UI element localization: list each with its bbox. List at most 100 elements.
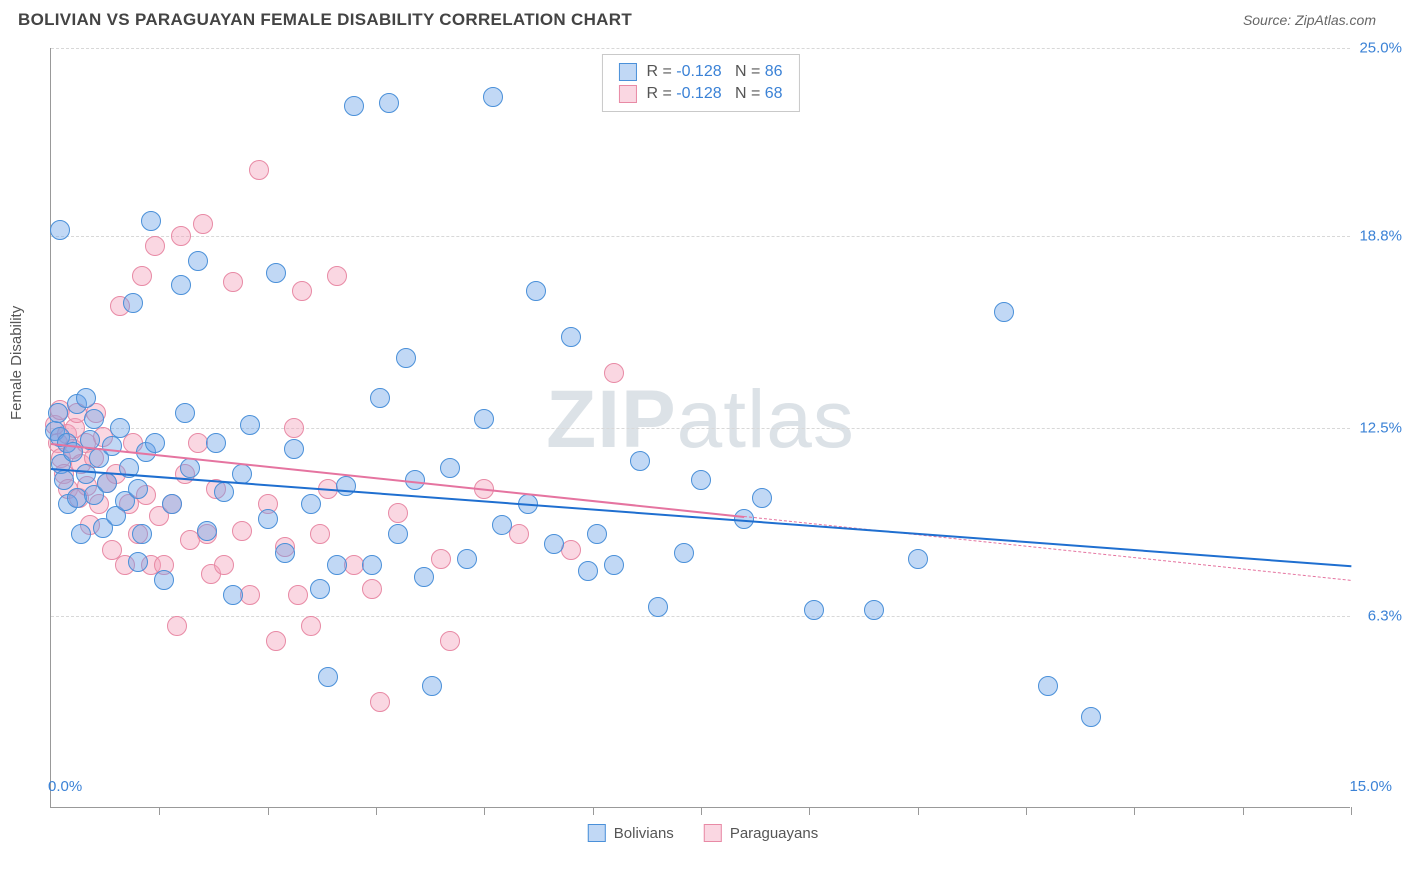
data-point-bolivian <box>526 281 546 301</box>
data-point-bolivian <box>54 470 74 490</box>
data-point-paraguayan <box>193 214 213 234</box>
legend-stat: R = -0.128 N = 68 <box>646 85 782 103</box>
x-tick <box>918 807 919 815</box>
data-point-bolivian <box>379 93 399 113</box>
data-point-bolivian <box>804 600 824 620</box>
correlation-legend: R = -0.128 N = 86 R = -0.128 N = 68 <box>601 54 799 112</box>
data-point-paraguayan <box>167 616 187 636</box>
legend-row: R = -0.128 N = 86 <box>618 61 782 83</box>
data-point-bolivian <box>197 521 217 541</box>
swatch-pink-icon <box>704 824 722 842</box>
legend-label: Bolivians <box>614 825 674 842</box>
data-point-bolivian <box>232 464 252 484</box>
data-point-paraguayan <box>431 549 451 569</box>
data-point-paraguayan <box>310 524 330 544</box>
data-point-paraguayan <box>327 266 347 286</box>
data-point-bolivian <box>132 524 152 544</box>
x-tick <box>593 807 594 815</box>
data-point-bolivian <box>123 293 143 313</box>
data-point-bolivian <box>128 552 148 572</box>
data-point-paraguayan <box>292 281 312 301</box>
series-legend: Bolivians Paraguayans <box>588 824 818 842</box>
data-point-bolivian <box>388 524 408 544</box>
data-point-bolivian <box>414 567 434 587</box>
x-tick <box>1351 807 1352 815</box>
data-point-bolivian <box>141 211 161 231</box>
data-point-bolivian <box>97 473 117 493</box>
data-point-bolivian <box>175 403 195 423</box>
data-point-bolivian <box>128 479 148 499</box>
y-tick-label: 6.3% <box>1368 608 1402 625</box>
data-point-bolivian <box>648 597 668 617</box>
x-tick <box>376 807 377 815</box>
data-point-paraguayan <box>214 555 234 575</box>
data-point-bolivian <box>440 458 460 478</box>
data-point-bolivian <box>223 585 243 605</box>
data-point-bolivian <box>483 87 503 107</box>
data-point-bolivian <box>240 415 260 435</box>
data-point-paraguayan <box>362 579 382 599</box>
data-point-bolivian <box>908 549 928 569</box>
y-tick-label: 12.5% <box>1359 420 1402 437</box>
data-point-paraguayan <box>440 631 460 651</box>
gridline <box>51 236 1350 237</box>
data-point-bolivian <box>864 600 884 620</box>
data-point-bolivian <box>327 555 347 575</box>
data-point-bolivian <box>457 549 477 569</box>
data-point-bolivian <box>578 561 598 581</box>
data-point-bolivian <box>171 275 191 295</box>
y-axis-label: Female Disability <box>8 306 25 420</box>
data-point-bolivian <box>110 418 130 438</box>
data-point-paraguayan <box>266 631 286 651</box>
data-point-paraguayan <box>370 692 390 712</box>
data-point-bolivian <box>474 409 494 429</box>
data-point-bolivian <box>84 409 104 429</box>
data-point-bolivian <box>587 524 607 544</box>
data-point-paraguayan <box>232 521 252 541</box>
data-point-bolivian <box>76 388 96 408</box>
legend-label: Paraguayans <box>730 825 818 842</box>
y-tick-label: 18.8% <box>1359 228 1402 245</box>
data-point-paraguayan <box>509 524 529 544</box>
data-point-bolivian <box>214 482 234 502</box>
data-point-bolivian <box>1038 676 1058 696</box>
data-point-paraguayan <box>145 236 165 256</box>
data-point-bolivian <box>50 220 70 240</box>
x-tick <box>1134 807 1135 815</box>
legend-item: Bolivians <box>588 824 674 842</box>
data-point-bolivian <box>206 433 226 453</box>
data-point-paraguayan <box>288 585 308 605</box>
data-point-bolivian <box>275 543 295 563</box>
chart-title: BOLIVIAN VS PARAGUAYAN FEMALE DISABILITY… <box>18 10 632 30</box>
gridline <box>51 48 1350 49</box>
data-point-bolivian <box>301 494 321 514</box>
swatch-pink-icon <box>618 85 636 103</box>
data-point-paraguayan <box>249 160 269 180</box>
legend-row: R = -0.128 N = 68 <box>618 83 782 105</box>
data-point-bolivian <box>318 667 338 687</box>
data-point-paraguayan <box>561 540 581 560</box>
gridline <box>51 616 1350 617</box>
data-point-paraguayan <box>388 503 408 523</box>
swatch-blue-icon <box>618 63 636 81</box>
data-point-bolivian <box>1081 707 1101 727</box>
x-tick <box>1026 807 1027 815</box>
data-point-paraguayan <box>223 272 243 292</box>
data-point-bolivian <box>154 570 174 590</box>
data-point-bolivian <box>162 494 182 514</box>
data-point-bolivian <box>102 436 122 456</box>
x-tick <box>484 807 485 815</box>
data-point-bolivian <box>180 458 200 478</box>
swatch-blue-icon <box>588 824 606 842</box>
watermark: ZIPatlas <box>546 373 855 467</box>
data-point-bolivian <box>310 579 330 599</box>
data-point-paraguayan <box>284 418 304 438</box>
data-point-bolivian <box>362 555 382 575</box>
x-axis-end-label: 15.0% <box>1349 778 1392 795</box>
data-point-bolivian <box>544 534 564 554</box>
data-point-bolivian <box>422 676 442 696</box>
data-point-bolivian <box>336 476 356 496</box>
data-point-bolivian <box>492 515 512 535</box>
data-point-bolivian <box>258 509 278 529</box>
data-point-bolivian <box>48 403 68 423</box>
